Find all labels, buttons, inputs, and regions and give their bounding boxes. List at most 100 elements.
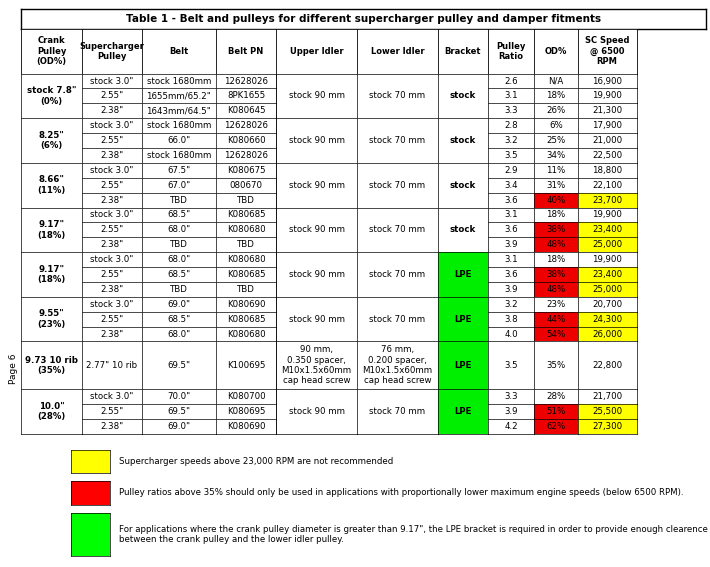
- Text: 48%: 48%: [547, 285, 566, 294]
- Text: OD%: OD%: [545, 46, 567, 56]
- Text: 21,000: 21,000: [592, 136, 622, 145]
- Text: TBD: TBD: [237, 240, 255, 249]
- Text: 4.2: 4.2: [504, 422, 518, 431]
- Text: 3.6: 3.6: [504, 270, 518, 279]
- Text: 28%: 28%: [547, 392, 566, 401]
- Text: TBD: TBD: [170, 196, 188, 205]
- Text: K080680: K080680: [226, 329, 266, 338]
- Text: Supercharger
Pulley: Supercharger Pulley: [80, 41, 144, 61]
- Text: 23,400: 23,400: [592, 225, 622, 234]
- Text: 20,700: 20,700: [592, 300, 622, 309]
- Text: 51%: 51%: [547, 407, 566, 416]
- Text: K080680: K080680: [226, 225, 266, 234]
- Text: 6%: 6%: [549, 121, 563, 130]
- Text: 2.55": 2.55": [100, 407, 124, 416]
- Text: 9.73 10 rib
(35%): 9.73 10 rib (35%): [25, 356, 78, 375]
- Text: 2.38": 2.38": [100, 422, 124, 431]
- Text: 22,800: 22,800: [592, 361, 622, 370]
- Text: K080690: K080690: [226, 422, 266, 431]
- Text: K100695: K100695: [226, 361, 266, 370]
- Text: K080675: K080675: [226, 166, 266, 175]
- Text: stock 70 mm: stock 70 mm: [369, 225, 425, 234]
- Text: 24,300: 24,300: [592, 315, 622, 324]
- Text: 3.2: 3.2: [504, 300, 518, 309]
- Text: stock 3.0": stock 3.0": [90, 77, 133, 86]
- Text: K080700: K080700: [226, 392, 266, 401]
- Text: 67.0": 67.0": [168, 181, 190, 190]
- Text: 3.1: 3.1: [504, 210, 518, 219]
- Text: 40%: 40%: [547, 196, 566, 205]
- Text: 3.2: 3.2: [504, 136, 518, 145]
- Text: stock 90 mm: stock 90 mm: [288, 407, 344, 416]
- Text: Pulley
Ratio: Pulley Ratio: [496, 41, 526, 61]
- Text: 3.6: 3.6: [504, 196, 518, 205]
- Text: 3.5: 3.5: [504, 361, 518, 370]
- Text: 26%: 26%: [547, 106, 566, 115]
- Text: 2.38": 2.38": [100, 329, 124, 338]
- Text: LPE: LPE: [454, 407, 471, 416]
- Text: 69.5": 69.5": [168, 407, 190, 416]
- Text: 3.9: 3.9: [504, 240, 518, 249]
- Text: K080685: K080685: [226, 270, 266, 279]
- Text: Pulley ratios above 35% should only be used in applications with proportionally : Pulley ratios above 35% should only be u…: [119, 488, 683, 497]
- Text: 69.5": 69.5": [168, 361, 190, 370]
- Text: 67.5": 67.5": [168, 166, 190, 175]
- Text: Upper Idler: Upper Idler: [290, 46, 344, 56]
- Text: 25,000: 25,000: [592, 240, 622, 249]
- Text: stock 3.0": stock 3.0": [90, 210, 133, 219]
- Text: 26,000: 26,000: [592, 329, 622, 338]
- Text: 10.0"
(28%): 10.0" (28%): [38, 402, 65, 421]
- Text: 18%: 18%: [547, 255, 566, 264]
- Text: 62%: 62%: [547, 422, 566, 431]
- Text: 12628026: 12628026: [224, 121, 268, 130]
- Text: 22,100: 22,100: [592, 181, 622, 190]
- Text: 4.0: 4.0: [504, 329, 518, 338]
- Text: 19,900: 19,900: [592, 91, 622, 100]
- Text: 9.17"
(18%): 9.17" (18%): [38, 220, 65, 239]
- Text: stock 3.0": stock 3.0": [90, 121, 133, 130]
- Text: 69.0": 69.0": [168, 300, 190, 309]
- Text: 90 mm,
0.350 spacer,
M10x1.5x60mm
cap head screw: 90 mm, 0.350 spacer, M10x1.5x60mm cap he…: [282, 345, 351, 386]
- Text: stock 70 mm: stock 70 mm: [369, 91, 425, 100]
- Text: stock 90 mm: stock 90 mm: [288, 136, 344, 145]
- Text: 12628026: 12628026: [224, 77, 268, 86]
- Text: 1643mm/64.5": 1643mm/64.5": [146, 106, 212, 115]
- Text: 3.3: 3.3: [504, 392, 518, 401]
- Text: 16,900: 16,900: [592, 77, 622, 86]
- Text: 35%: 35%: [547, 361, 566, 370]
- Text: stock 70 mm: stock 70 mm: [369, 181, 425, 190]
- Text: 2.55": 2.55": [100, 315, 124, 324]
- Text: 21,300: 21,300: [592, 106, 622, 115]
- Text: K080690: K080690: [226, 300, 266, 309]
- Text: 9.55"
(23%): 9.55" (23%): [38, 310, 65, 329]
- Text: TBD: TBD: [170, 240, 188, 249]
- Text: LPE: LPE: [454, 270, 471, 279]
- Text: 2.55": 2.55": [100, 225, 124, 234]
- Text: stock 3.0": stock 3.0": [90, 255, 133, 264]
- Text: Supercharger speeds above 23,000 RPM are not recommended: Supercharger speeds above 23,000 RPM are…: [119, 457, 393, 466]
- Text: 66.0": 66.0": [168, 136, 190, 145]
- Text: 080670: 080670: [229, 181, 263, 190]
- Text: stock 3.0": stock 3.0": [90, 300, 133, 309]
- Text: K080695: K080695: [226, 407, 266, 416]
- Text: Lower Idler: Lower Idler: [371, 46, 425, 56]
- Text: Page 6: Page 6: [9, 353, 18, 384]
- Text: 3.9: 3.9: [504, 407, 518, 416]
- Text: stock 90 mm: stock 90 mm: [288, 91, 344, 100]
- Text: 3.4: 3.4: [504, 181, 518, 190]
- Text: stock 1680mm: stock 1680mm: [147, 121, 211, 130]
- Text: 11%: 11%: [547, 166, 566, 175]
- Text: 68.5": 68.5": [168, 270, 190, 279]
- Text: stock: stock: [449, 136, 476, 145]
- Text: 44%: 44%: [547, 315, 566, 324]
- Text: 2.6: 2.6: [504, 77, 518, 86]
- Text: stock: stock: [449, 225, 476, 234]
- Text: stock 70 mm: stock 70 mm: [369, 270, 425, 279]
- Text: K080680: K080680: [226, 255, 266, 264]
- Text: 54%: 54%: [547, 329, 566, 338]
- Text: stock 7.8"
(0%): stock 7.8" (0%): [27, 86, 76, 105]
- Text: 25,000: 25,000: [592, 285, 622, 294]
- Text: K080685: K080685: [226, 210, 266, 219]
- Text: stock 1680mm: stock 1680mm: [147, 77, 211, 86]
- Text: TBD: TBD: [170, 285, 188, 294]
